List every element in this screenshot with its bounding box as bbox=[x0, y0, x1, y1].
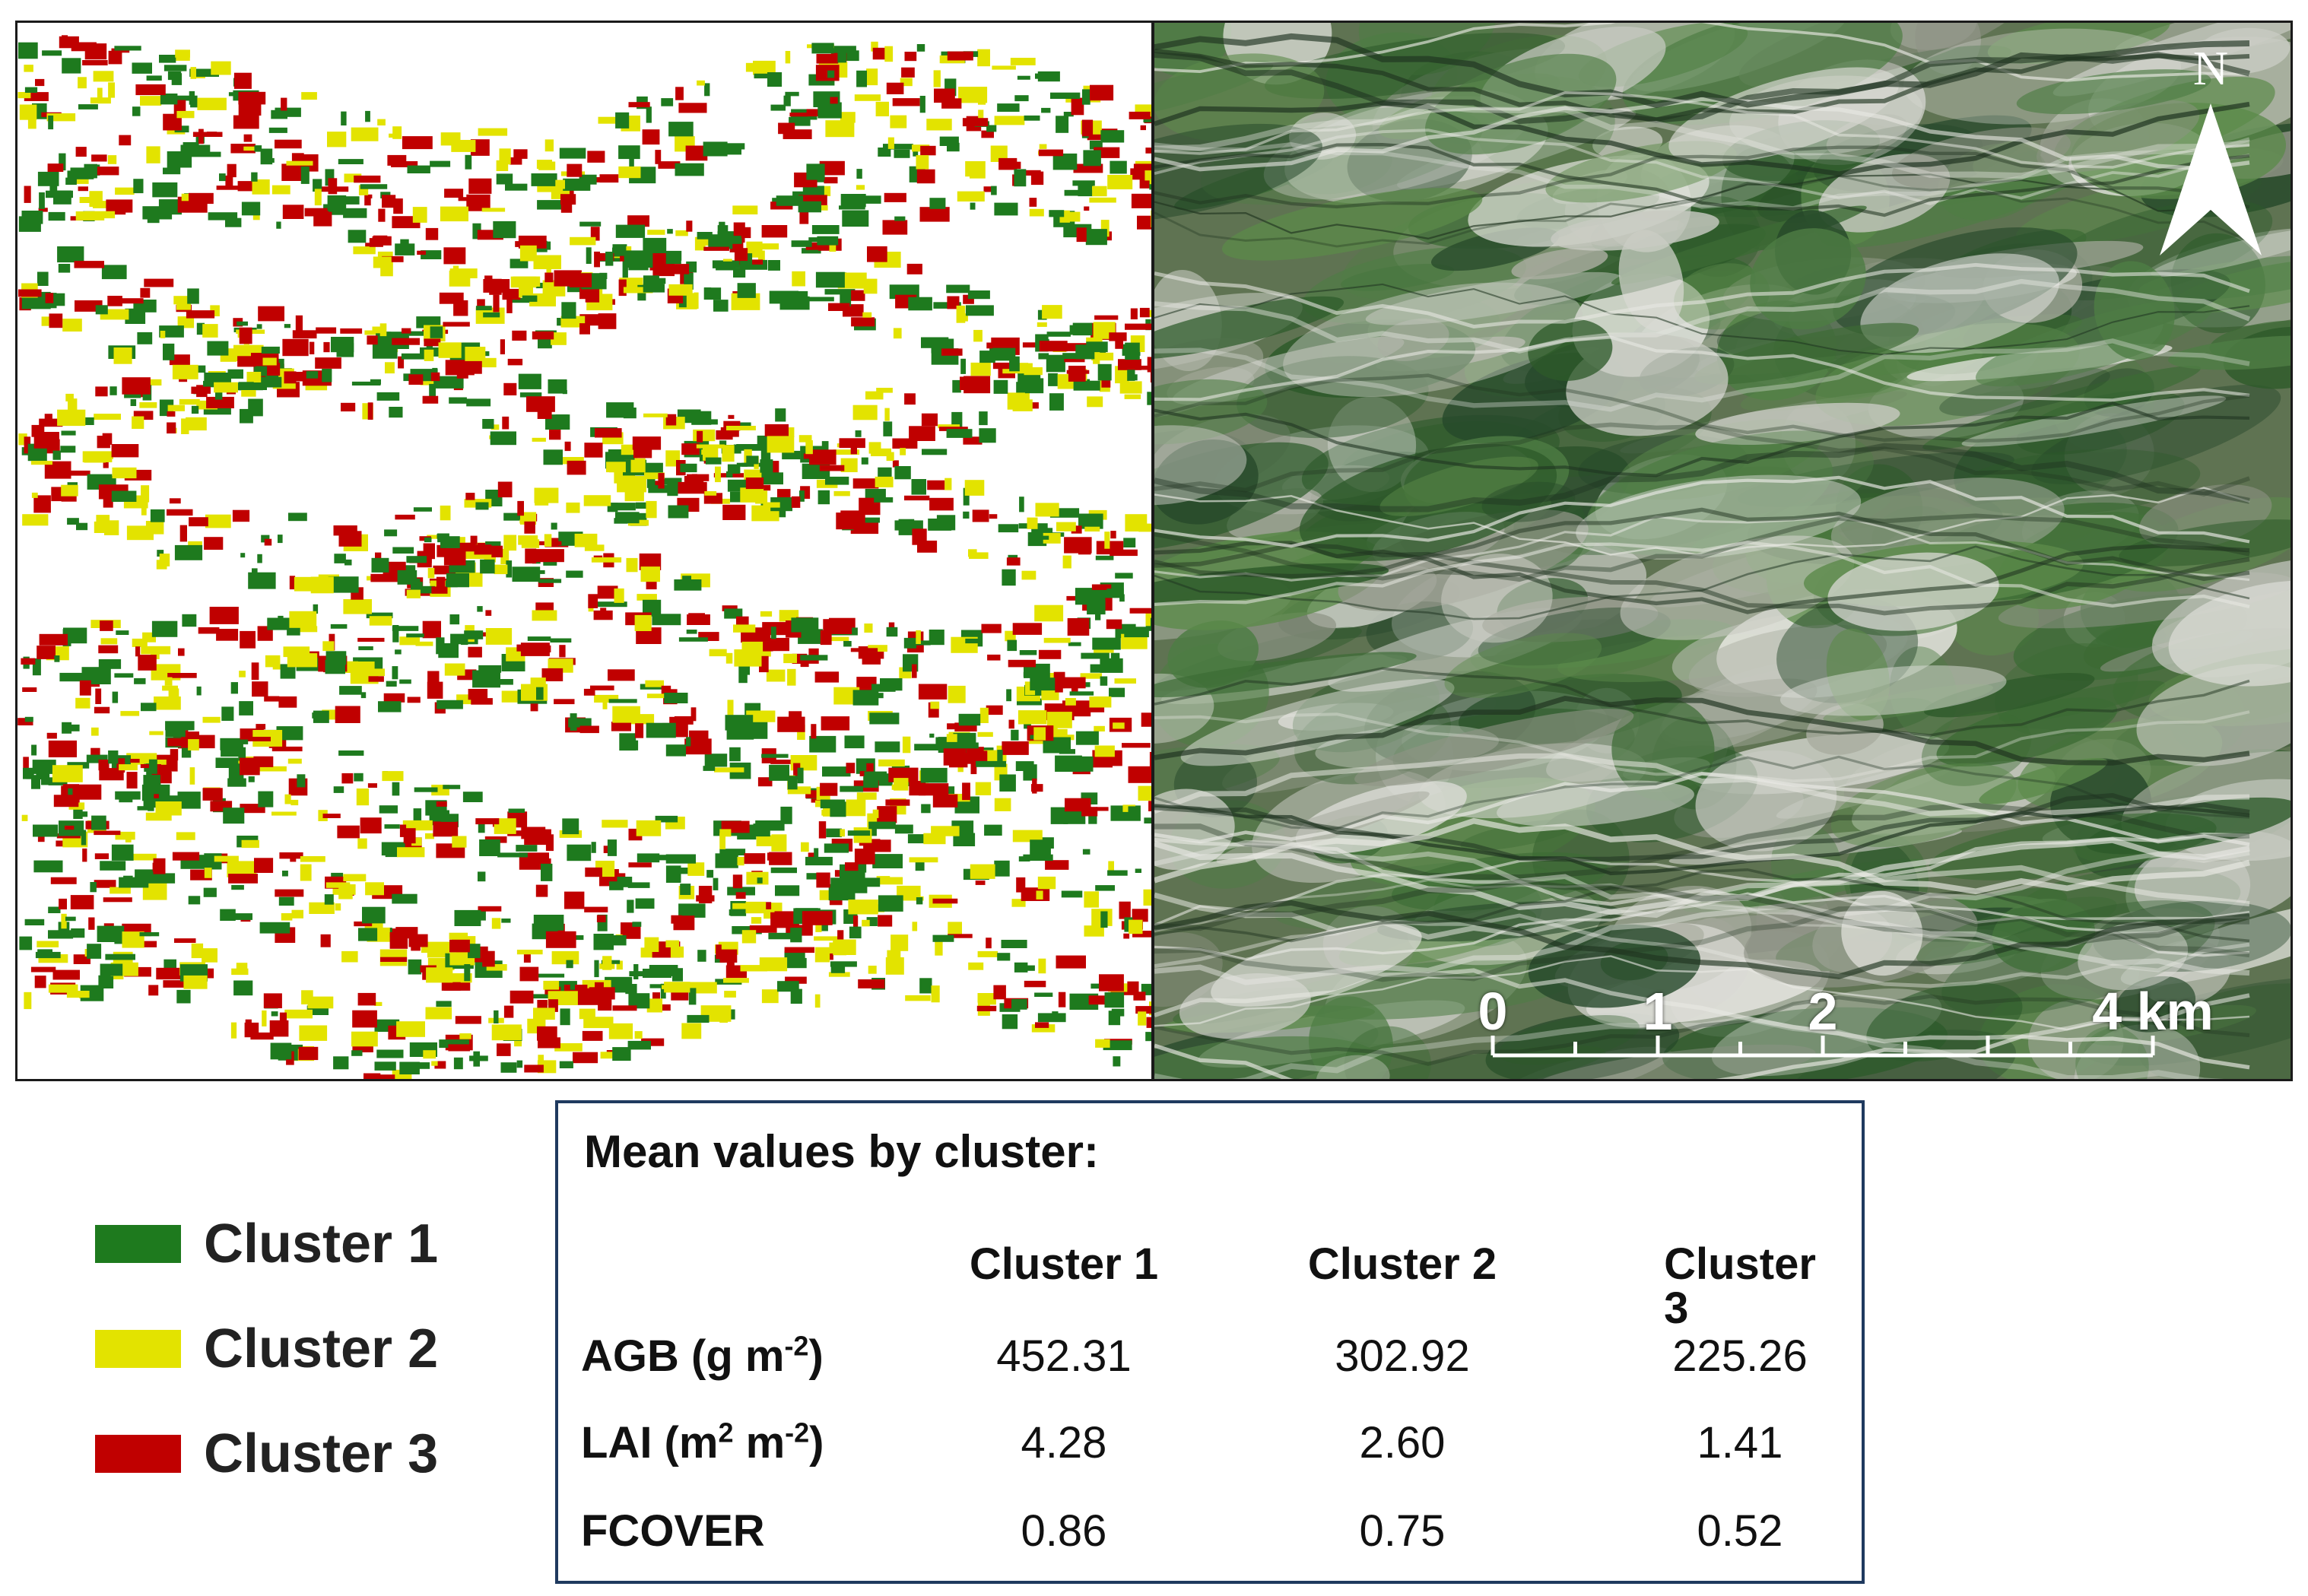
column-header-cluster-3: Cluster 3 bbox=[1664, 1239, 1816, 1333]
row-label-fcover: FCOVER bbox=[581, 1506, 765, 1556]
terrain-texture bbox=[1154, 23, 2291, 1079]
row-label-lai: LAI (m2 m-2) bbox=[581, 1417, 824, 1467]
scale-bar bbox=[1491, 1036, 2155, 1058]
fcover-cluster-1: 0.86 bbox=[1021, 1506, 1107, 1556]
column-header-cluster-2: Cluster 2 bbox=[1307, 1239, 1497, 1289]
legend-label-cluster-1: Cluster 1 bbox=[204, 1214, 439, 1274]
scale-label-0: 0 bbox=[1478, 982, 1508, 1041]
legend-label-cluster-2: Cluster 2 bbox=[204, 1318, 439, 1379]
cluster-map-panel bbox=[15, 21, 1154, 1081]
cluster-legend: Cluster 1 Cluster 2 Cluster 3 bbox=[95, 1214, 438, 1531]
lai-cluster-2: 2.60 bbox=[1359, 1418, 1446, 1467]
satellite-image-panel: N 0 1 2 4 km bbox=[1152, 21, 2293, 1081]
north-arrow-shape bbox=[2160, 103, 2262, 255]
satellite-imagery bbox=[1154, 23, 2291, 1079]
scale-label-4km: 4 km bbox=[2092, 982, 2214, 1041]
agb-cluster-3: 225.26 bbox=[1672, 1331, 1808, 1381]
scale-bar-line bbox=[1491, 1036, 2155, 1058]
legend-swatch-cluster-1 bbox=[95, 1225, 181, 1263]
legend-item-cluster-3: Cluster 3 bbox=[95, 1423, 438, 1484]
column-header-cluster-1: Cluster 1 bbox=[969, 1239, 1159, 1289]
legend-item-cluster-2: Cluster 2 bbox=[95, 1318, 438, 1379]
north-arrow-icon: N bbox=[2154, 44, 2268, 265]
mean-values-table: Mean values by cluster: Cluster 1 Cluste… bbox=[555, 1100, 1865, 1584]
legend-swatch-cluster-2 bbox=[95, 1330, 181, 1368]
table-title: Mean values by cluster: bbox=[584, 1126, 1099, 1177]
fcover-cluster-3: 0.52 bbox=[1697, 1506, 1783, 1556]
scale-label-1: 1 bbox=[1643, 982, 1673, 1041]
row-label-agb: AGB (g m-2) bbox=[581, 1330, 824, 1381]
lai-cluster-1: 4.28 bbox=[1021, 1418, 1107, 1467]
agb-cluster-2: 302.92 bbox=[1335, 1331, 1470, 1381]
legend-label-cluster-3: Cluster 3 bbox=[204, 1423, 439, 1484]
lai-cluster-3: 1.41 bbox=[1697, 1418, 1783, 1467]
fcover-cluster-2: 0.75 bbox=[1359, 1506, 1446, 1556]
scale-label-2: 2 bbox=[1808, 982, 1838, 1041]
north-label: N bbox=[2192, 41, 2229, 95]
cluster-pixels bbox=[17, 35, 1151, 1079]
cluster-classification-map bbox=[17, 35, 1151, 1079]
legend-item-cluster-1: Cluster 1 bbox=[95, 1214, 438, 1274]
agb-cluster-1: 452.31 bbox=[996, 1331, 1132, 1381]
legend-swatch-cluster-3 bbox=[95, 1435, 181, 1473]
